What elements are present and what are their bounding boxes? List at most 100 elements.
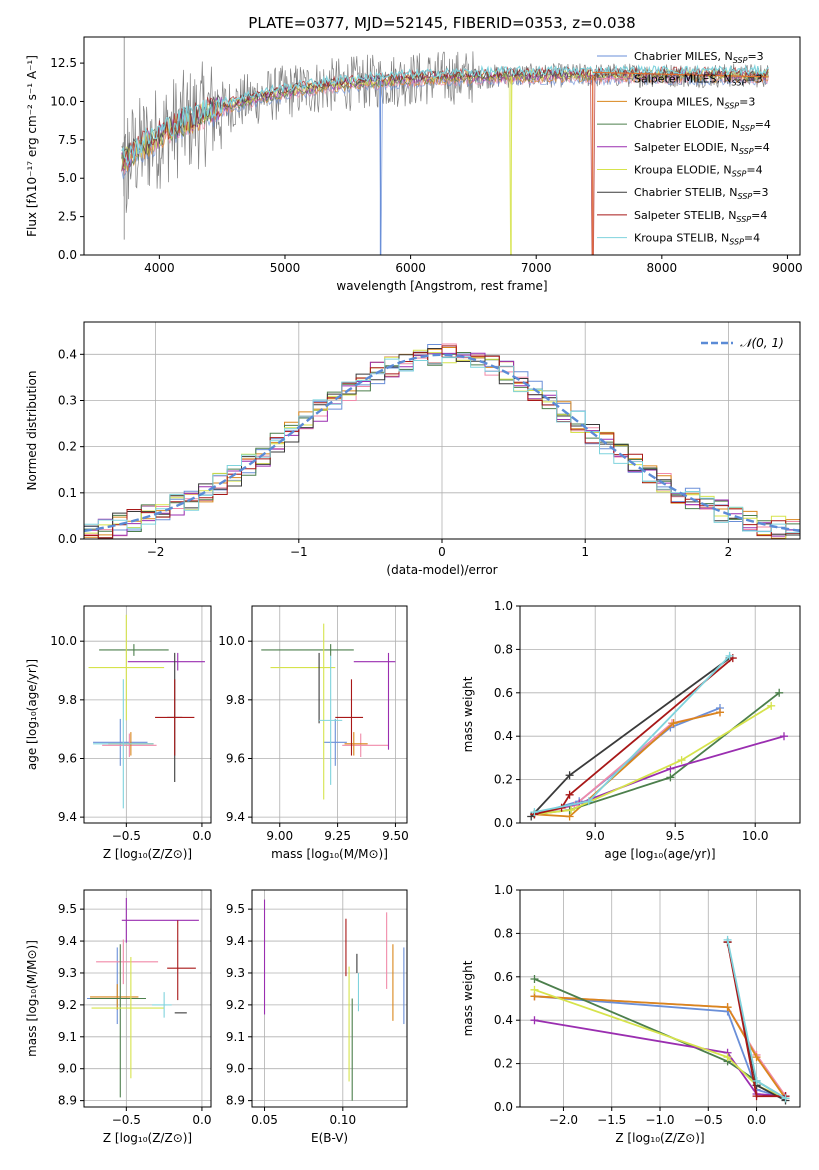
ytick-label: 9.4 bbox=[226, 810, 245, 824]
weight-marker bbox=[723, 1053, 732, 1062]
ytick-label: 9.4 bbox=[226, 934, 245, 948]
data-point-0 bbox=[87, 947, 133, 1025]
ytick-label: 9.4 bbox=[58, 810, 77, 824]
observed-spectrum bbox=[121, 51, 769, 213]
legend-label-eq: =3 bbox=[746, 73, 762, 86]
data-point-5 bbox=[88, 614, 165, 721]
ytick-label: 0.3 bbox=[58, 393, 77, 407]
legend-label-eq: =4 bbox=[751, 209, 767, 222]
xtick-label: 0.0 bbox=[192, 829, 211, 843]
y-axis-label: mass weight bbox=[461, 960, 475, 1036]
weight-marker bbox=[780, 732, 788, 741]
legend-label-eq: =4 bbox=[746, 164, 762, 177]
data-point-4 bbox=[353, 652, 396, 750]
weight-line-4 bbox=[534, 1019, 786, 1098]
weight-line-5 bbox=[534, 705, 772, 816]
ytick-label: 10.0 bbox=[50, 94, 77, 108]
ytick-label: 0.2 bbox=[58, 440, 77, 454]
ytick-label: 2.5 bbox=[58, 210, 77, 224]
x-axis-label: Z [log₁₀(Z/Z⊙)] bbox=[103, 847, 192, 861]
legend-label-text: Chabrier STELIB, N bbox=[634, 186, 738, 199]
y-axis-label: Normed distribution bbox=[25, 371, 39, 491]
ytick-label: 9.5 bbox=[58, 902, 77, 916]
ytick-label: 1.0 bbox=[494, 883, 513, 897]
ytick-label: 8.9 bbox=[58, 1094, 77, 1108]
data-point-1 bbox=[102, 733, 157, 758]
ytick-label: 0.4 bbox=[494, 729, 513, 743]
weight-marker bbox=[530, 985, 539, 994]
weight-marker bbox=[530, 1016, 539, 1025]
x-axis-label: Z [log₁₀(Z/Z⊙)] bbox=[103, 1131, 192, 1145]
legend-label-3: Chabrier ELODIE, NSSP=4 bbox=[634, 118, 771, 133]
data-point-1 bbox=[342, 733, 389, 758]
ytick-label: 9.2 bbox=[226, 998, 245, 1012]
xtick-label: 4000 bbox=[144, 261, 175, 275]
legend-label-eq: =4 bbox=[755, 118, 771, 131]
weight-marker bbox=[666, 773, 675, 782]
xtick-label: 9.5 bbox=[666, 829, 685, 843]
legend-label-6: Chabrier STELIB, NSSP=3 bbox=[634, 186, 768, 201]
panel-mass-vs-Z: −0.5 0.0 8.9 9.0 9.1 9.2 9.3 9.4 9.5 Z [log₁₀(Z/Z… bbox=[25, 889, 212, 1145]
legend-label-0: Chabrier MILES, NSSP=3 bbox=[634, 50, 764, 65]
ytick-label: 9.4 bbox=[58, 934, 77, 948]
ytick-label: 5.0 bbox=[58, 171, 77, 185]
legend-label-sub: SSP bbox=[739, 147, 754, 156]
figure-title: PLATE=0377, MJD=52145, FIBERID=0353, z=0… bbox=[248, 14, 635, 32]
legend-label-7: Salpeter STELIB, NSSP=4 bbox=[634, 209, 767, 224]
normal-reference-curve bbox=[84, 353, 800, 533]
legend-label-2: Kroupa MILES, NSSP=3 bbox=[634, 95, 755, 110]
panel-weight-vs-Z: −2.0 −1.5 −1.0 −0.5 0.0 0.0 0.2 0.4 0.6 0.8 1.0 Z [… bbox=[461, 883, 801, 1145]
legend-label: 𝒩(0, 1) bbox=[740, 336, 784, 350]
plot-frame bbox=[251, 889, 408, 1108]
weight-marker bbox=[530, 808, 539, 817]
ytick-label: 9.0 bbox=[226, 1062, 245, 1076]
xtick-label: 9.50 bbox=[382, 829, 409, 843]
xtick-label: 9.00 bbox=[266, 829, 293, 843]
x-axis-label: E(B-V) bbox=[311, 1131, 348, 1145]
legend-label-1: Salpeter MILES, NSSP=3 bbox=[634, 73, 763, 88]
ytick-label: 9.8 bbox=[58, 693, 77, 707]
xtick-label: 1 bbox=[581, 545, 589, 559]
ytick-label: 9.1 bbox=[58, 1030, 77, 1044]
legend-label-text: Salpeter ELODIE, N bbox=[634, 141, 739, 154]
xtick-label: −1 bbox=[290, 545, 308, 559]
ytick-label: 10.0 bbox=[50, 634, 77, 648]
y-axis-label: age [log₁₀(age/yr)] bbox=[25, 659, 39, 770]
ytick-label: 9.1 bbox=[226, 1030, 245, 1044]
xtick-label: 5000 bbox=[270, 261, 301, 275]
legend-label-sub: SSP bbox=[738, 192, 753, 201]
weight-marker bbox=[584, 797, 593, 806]
legend-label-sub: SSP bbox=[729, 238, 744, 247]
weight-marker bbox=[565, 771, 574, 780]
xtick-label: −1.5 bbox=[597, 1113, 626, 1127]
ytick-label: 0.2 bbox=[494, 773, 513, 787]
weight-line-2 bbox=[534, 711, 721, 818]
x-axis-label: Z [log₁₀(Z/Z⊙)] bbox=[615, 1131, 704, 1145]
xtick-label: −2.0 bbox=[549, 1113, 578, 1127]
weight-marker bbox=[565, 790, 574, 799]
legend-label-sub: SSP bbox=[736, 215, 751, 224]
data-point-8 bbox=[93, 679, 154, 809]
weight-marker bbox=[530, 974, 539, 983]
weight-line-0 bbox=[534, 995, 786, 1100]
ytick-label: 0.8 bbox=[494, 642, 513, 656]
data-point-7 bbox=[155, 679, 195, 756]
legend-label-eq: =3 bbox=[747, 50, 763, 63]
data-point-3 bbox=[261, 644, 354, 656]
ytick-label: 0.2 bbox=[494, 1057, 513, 1071]
weight-marker bbox=[567, 805, 576, 814]
ytick-label: 9.6 bbox=[226, 751, 245, 765]
ytick-label: 9.3 bbox=[58, 966, 77, 980]
weight-marker bbox=[752, 1092, 761, 1101]
weight-line-5 bbox=[534, 988, 786, 1100]
weight-marker bbox=[723, 1003, 732, 1012]
legend-label-text: Chabrier MILES, N bbox=[634, 50, 733, 63]
histogram-8 bbox=[84, 356, 800, 534]
x-axis-label: mass [log₁₀(M/M⊙)] bbox=[271, 847, 388, 861]
panel-weight-vs-age: 9.0 9.5 10.0 0.0 0.2 0.4 0.6 0.8 1.0 age [log₁₀(a… bbox=[461, 599, 801, 861]
model-spectrum-7 bbox=[121, 66, 769, 255]
plot-frame bbox=[519, 605, 801, 824]
weight-marker bbox=[677, 756, 686, 765]
ytick-label: 0.0 bbox=[494, 1100, 513, 1114]
